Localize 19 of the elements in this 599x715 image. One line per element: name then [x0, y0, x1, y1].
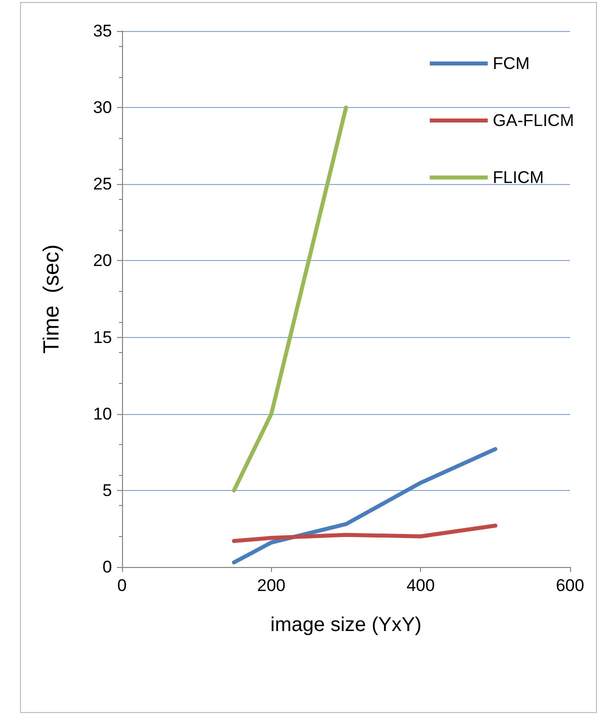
y-tick-label: 5 [102, 480, 112, 500]
y-tick-label: 10 [93, 404, 112, 424]
x-tick-label: 0 [117, 576, 127, 595]
legend-label: GA-FLICM [492, 111, 574, 130]
x-tick-label: 600 [556, 576, 584, 595]
line-series [232, 447, 498, 564]
x-tick-label: 400 [406, 576, 435, 595]
y-tick-label: 20 [93, 251, 112, 270]
x-tick-label: 200 [257, 576, 286, 595]
y-tick-label: 15 [93, 328, 112, 347]
line-series [232, 524, 498, 543]
y-tick-label: 0 [102, 558, 112, 576]
y-axis-title: Time (sec) [38, 244, 64, 354]
y-tick-label: 25 [93, 174, 112, 194]
y-tick-label: 35 [93, 22, 112, 40]
legend-label: FLICM [492, 168, 544, 187]
legend-label: FCM [492, 54, 530, 73]
x-axis-title: image size (YxY) [270, 614, 422, 636]
y-tick-label: 30 [93, 98, 112, 118]
